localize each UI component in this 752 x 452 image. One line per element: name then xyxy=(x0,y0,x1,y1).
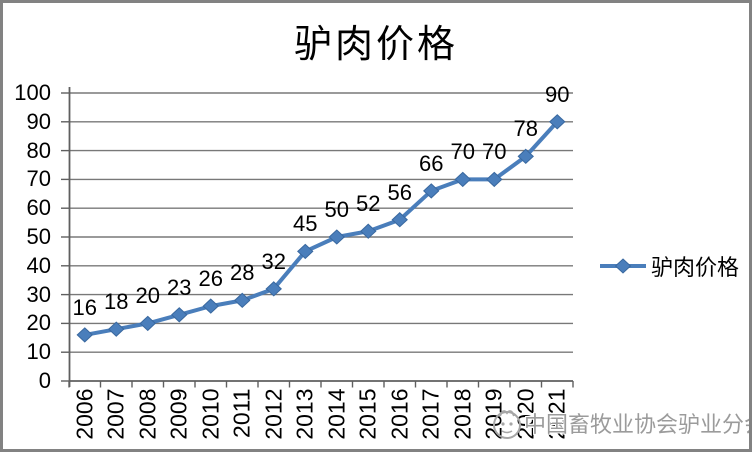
y-axis-tick-label: 40 xyxy=(26,252,51,278)
data-label: 45 xyxy=(293,211,318,237)
x-axis-tick-label: 2016 xyxy=(386,388,413,440)
data-label: 18 xyxy=(104,289,129,315)
data-point-marker xyxy=(265,281,282,297)
data-point-marker xyxy=(171,307,188,323)
x-axis-tick-label: 2006 xyxy=(71,388,98,440)
y-axis-tick-label: 80 xyxy=(26,137,51,163)
data-label: 70 xyxy=(482,139,507,165)
data-point-marker xyxy=(486,171,503,188)
data-label: 56 xyxy=(387,179,412,205)
data-label: 32 xyxy=(261,248,286,274)
x-axis-tick-label: 2012 xyxy=(260,388,287,440)
data-point-marker xyxy=(517,148,534,165)
data-label: 52 xyxy=(356,191,381,217)
data-label: 20 xyxy=(135,283,160,309)
data-point-marker xyxy=(297,243,314,260)
y-axis-tick-label: 0 xyxy=(38,368,51,393)
y-axis-tick-label: 50 xyxy=(26,224,51,249)
association-logo-icon xyxy=(493,410,521,439)
x-axis-tick-label: 2008 xyxy=(134,388,161,440)
data-label: 78 xyxy=(513,116,538,142)
watermark: 中国畜牧业协会驴业分会 xyxy=(490,402,752,444)
x-axis-tick-label: 2013 xyxy=(291,388,318,440)
y-axis-tick-label: 70 xyxy=(26,166,51,192)
series-line xyxy=(82,119,560,337)
data-point-marker xyxy=(360,223,377,239)
data-point-marker xyxy=(549,114,566,130)
legend-line-marker-icon xyxy=(600,258,646,274)
data-label: 16 xyxy=(72,294,97,320)
data-point-marker xyxy=(391,212,408,228)
x-axis-tick-label: 2010 xyxy=(197,388,224,440)
y-axis-tick-label: 20 xyxy=(26,310,51,336)
data-point-marker xyxy=(234,292,251,309)
data-point-marker xyxy=(202,298,219,314)
x-axis-tick-label: 2015 xyxy=(354,388,381,440)
data-label: 26 xyxy=(198,266,223,292)
chart-title: 驴肉价格 xyxy=(293,24,458,66)
y-axis-tick-label: 10 xyxy=(26,339,51,365)
data-point-marker xyxy=(76,327,93,343)
y-axis-tick-label: 100 xyxy=(14,80,51,105)
legend-label: 驴肉价格 xyxy=(651,255,740,280)
data-point-marker xyxy=(454,171,471,188)
plot-area xyxy=(61,87,574,388)
x-axis-tick-label: 2011 xyxy=(228,388,255,438)
data-point-marker xyxy=(423,183,440,199)
y-axis-tick-label: 60 xyxy=(26,195,51,221)
y-axis-tick-label: 30 xyxy=(26,281,51,307)
data-label: 23 xyxy=(167,274,192,300)
data-label: 28 xyxy=(230,260,255,286)
data-label: 66 xyxy=(419,150,444,176)
x-axis-tick-label: 2007 xyxy=(102,388,129,440)
x-axis-tick-label: 2017 xyxy=(417,388,444,440)
data-point-marker xyxy=(328,229,345,245)
x-axis-tick-label: 2009 xyxy=(165,388,192,440)
data-point-marker xyxy=(139,315,156,332)
data-point-marker xyxy=(108,321,125,337)
data-label: 50 xyxy=(324,197,349,222)
x-axis-tick-label: 2018 xyxy=(449,388,476,440)
data-label: 70 xyxy=(450,139,475,165)
y-axis-tick-label: 90 xyxy=(26,108,51,134)
data-label: 90 xyxy=(545,81,570,107)
watermark-text: 中国畜牧业协会驴业分会 xyxy=(524,412,752,437)
legend: 驴肉价格 xyxy=(600,250,739,282)
x-axis-tick-label: 2014 xyxy=(323,388,350,440)
